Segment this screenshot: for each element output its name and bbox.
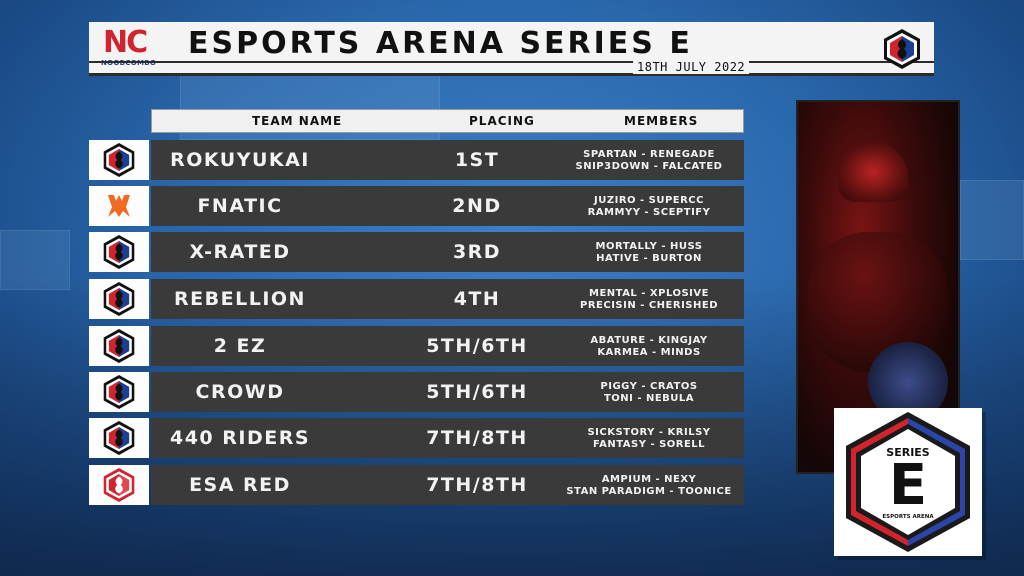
table-row: FNATIC 2ND JUZIRO - SUPERCC RAMMYY - SCE… xyxy=(89,186,744,226)
team-logo xyxy=(89,372,149,412)
series-e-hexagon-icon: SERIES E ESPORTS ARENA xyxy=(846,412,970,552)
page-title: ESPORTS ARENA SERIES E xyxy=(188,26,693,61)
row-bar xyxy=(151,232,744,272)
column-placing: PLACING xyxy=(469,114,535,128)
members-line: ABATURE - KINGJAY xyxy=(590,335,708,346)
members-line: TONI - NEBULA xyxy=(603,393,695,404)
column-members: MEMBERS xyxy=(624,114,699,128)
members-line: FANTASY - SORELL xyxy=(592,439,706,450)
esports-arena-icon xyxy=(103,282,135,316)
team-name: X-RATED xyxy=(189,241,291,263)
members-line: JUZIRO - SUPERCC xyxy=(594,195,704,206)
team-logo xyxy=(89,279,149,319)
members-line: RAMMYY - SCEPTIFY xyxy=(587,207,711,218)
team-logo xyxy=(89,465,149,505)
table-row: 2 EZ 5TH/6TH ABATURE - KINGJAY KARMEA - … xyxy=(89,326,744,366)
column-team-name: TEAM NAME xyxy=(252,114,343,128)
esports-arena-icon xyxy=(103,235,135,269)
team-members: JUZIRO - SUPERCC RAMMYY - SCEPTIFY xyxy=(559,195,739,219)
team-members: SICKSTORY - KRILSY FANTASY - SORELL xyxy=(559,427,739,451)
team-logo xyxy=(89,232,149,272)
team-placing: 7TH/8TH xyxy=(426,474,528,496)
esports-arena-icon xyxy=(103,375,135,409)
team-members: MENTAL - XPLOSIVE PRECISIN - CHERISHED xyxy=(559,288,739,312)
table-row: CROWD PLEASERS 5TH/6TH PIGGY - CRATOS TO… xyxy=(89,372,744,443)
table-row: X-RATED 3RD MORTALLY - HUSS HATIVE - BUR… xyxy=(89,232,744,272)
esports-arena-icon xyxy=(103,143,135,177)
row-bar xyxy=(151,418,744,458)
team-members: MORTALLY - HUSS HATIVE - BURTON xyxy=(559,241,739,265)
team-name: REBELLION xyxy=(174,288,306,310)
esports-arena-icon xyxy=(103,329,135,363)
row-bar xyxy=(151,465,744,505)
team-members: AMPIUM - NEXY STAN PARADIGM - TOONICE xyxy=(559,474,739,498)
team-logo xyxy=(89,186,149,226)
table-row: ROKUYUKAI 1ST SPARTAN - RENEGADE SNIP3DO… xyxy=(89,140,744,180)
members-line: STAN PARADIGM - TOONICE xyxy=(566,486,732,497)
team-placing: 2ND xyxy=(452,195,502,217)
team-placing: 1ST xyxy=(454,149,500,171)
team-members: ABATURE - KINGJAY KARMEA - MINDS xyxy=(559,335,739,359)
esports-arena-red-icon xyxy=(103,468,135,502)
row-bar xyxy=(151,279,744,319)
members-line: KARMEA - MINDS xyxy=(597,347,701,358)
members-line: SPARTAN - RENEGADE xyxy=(583,149,715,160)
team-logo xyxy=(89,418,149,458)
row-bar xyxy=(151,186,744,226)
table-row: REBELLION 4TH MENTAL - XPLOSIVE PRECISIN… xyxy=(89,279,744,319)
noobcombo-logo-letters: NC xyxy=(103,25,148,60)
event-date: 18TH JULY 2022 xyxy=(633,60,750,74)
team-members: SPARTAN - RENEGADE SNIP3DOWN - FALCATED xyxy=(559,149,739,173)
fnatic-icon xyxy=(108,195,130,217)
esports-arena-icon xyxy=(884,29,920,69)
table-column-header: TEAM NAME PLACING MEMBERS xyxy=(151,109,744,133)
team-placing: 5TH/6TH xyxy=(426,381,528,403)
members-line: AMPIUM - NEXY xyxy=(601,474,697,485)
team-name: 2 EZ xyxy=(213,335,267,357)
members-line: SICKSTORY - KRILSY xyxy=(587,427,711,438)
row-bar xyxy=(151,372,744,412)
team-logo xyxy=(89,140,149,180)
members-line: PIGGY - CRATOS xyxy=(600,381,698,392)
table-row: ESA RED 7TH/8TH AMPIUM - NEXY STAN PARAD… xyxy=(89,465,744,505)
team-name: FNATIC xyxy=(197,195,283,217)
badge-series-text: SERIES xyxy=(886,446,930,459)
members-line: HATIVE - BURTON xyxy=(596,253,702,264)
members-line: MORTALLY - HUSS xyxy=(595,241,703,252)
team-placing: 7TH/8TH xyxy=(426,427,528,449)
team-placing: 5TH/6TH xyxy=(426,335,528,357)
header-divider xyxy=(89,61,934,63)
badge-brand-text: ESPORTS ARENA xyxy=(882,514,934,520)
row-bar xyxy=(151,140,744,180)
members-line: SNIP3DOWN - FALCATED xyxy=(575,161,723,172)
members-line: MENTAL - XPLOSIVE xyxy=(589,288,709,299)
noobcombo-logo-sub: NOOBCOMBO xyxy=(101,59,157,67)
header-banner: NC NOOBCOMBO ESPORTS ARENA SERIES E 18TH… xyxy=(89,22,934,76)
members-line: PRECISIN - CHERISHED xyxy=(580,300,718,311)
team-name: CROWD PLEASERS xyxy=(180,381,299,443)
team-name: ESA RED xyxy=(189,474,291,496)
series-e-badge: SERIES E ESPORTS ARENA xyxy=(834,408,982,556)
badge-letter: E xyxy=(889,453,927,518)
team-placing: 3RD xyxy=(452,241,502,263)
team-members: PIGGY - CRATOS TONI - NEBULA xyxy=(559,381,739,405)
noobcombo-logo: NC NOOBCOMBO xyxy=(99,27,159,69)
artwork-helmet xyxy=(838,142,908,202)
background-screen xyxy=(960,180,1024,260)
team-name: 440 RIDERS xyxy=(169,427,311,449)
esports-arena-icon xyxy=(103,421,135,455)
team-placing: 4TH xyxy=(453,288,501,310)
team-name: ROKUYUKAI xyxy=(170,149,310,171)
team-logo xyxy=(89,326,149,366)
row-bar xyxy=(151,326,744,366)
table-row: 440 RIDERS 7TH/8TH SICKSTORY - KRILSY FA… xyxy=(89,418,744,458)
